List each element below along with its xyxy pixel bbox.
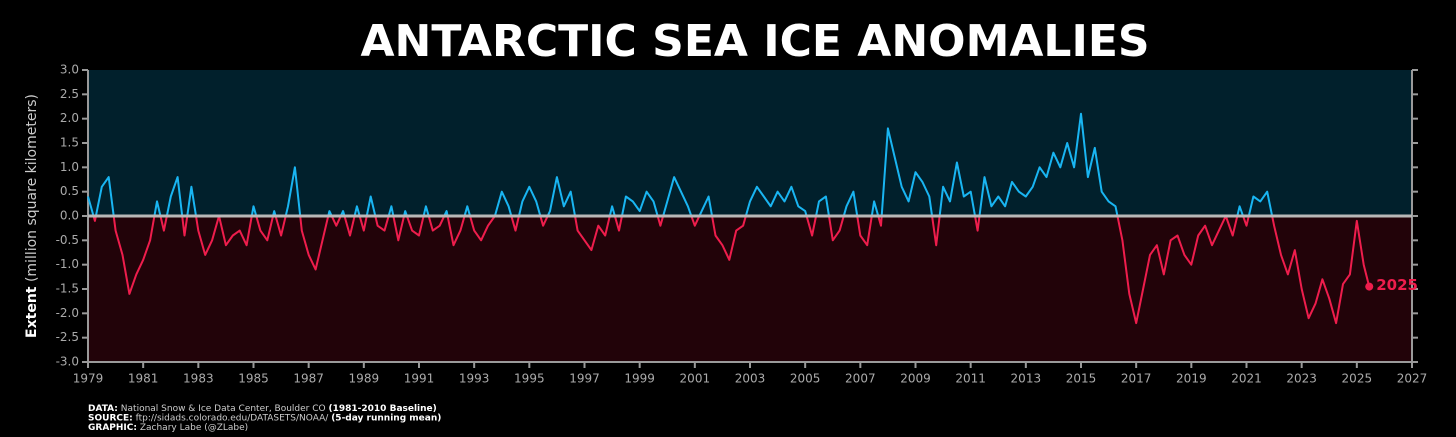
x-tick-label: 1997 [569,372,600,386]
x-tick-label: 2017 [1121,372,1152,386]
chart-title: ANTARCTIC SEA ICE ANOMALIES [360,16,1149,67]
y-label-rest: (million square kilometers) [24,94,40,282]
footer-line: SOURCE: ftp://sidads.colorado.edu/DATASE… [88,413,441,423]
x-tick-label: 2027 [1397,372,1428,386]
x-tick-label: 1989 [349,372,380,386]
footer-bold: DATA: [88,404,118,414]
x-tick-label: 1981 [128,372,159,386]
x-tick-label: 1995 [514,372,545,386]
footer-text: Zachary Labe (@ZLabe) [140,423,248,433]
x-tick-label: 2011 [955,372,986,386]
y-tick-label: 2.5 [60,87,79,101]
x-tick-label: 2009 [900,372,931,386]
y-tick-label: -3.0 [56,355,79,369]
footer-text: National Snow & Ice Data Center, Boulder… [121,404,326,414]
footer-text: ftp://sidads.colorado.edu/DATASETS/NOAA/ [136,413,330,423]
x-tick-label: 2005 [790,372,821,386]
y-label-bold: Extent [24,286,40,338]
y-tick-label: 0.0 [60,209,79,223]
footer-bold: GRAPHIC: [88,423,137,433]
y-tick-label: -2.5 [56,330,79,344]
x-tick-label: 1991 [404,372,435,386]
x-tick-label: 2013 [1011,372,1042,386]
y-tick-label: -0.5 [56,233,79,247]
footer-line: GRAPHIC: Zachary Labe (@ZLabe) [88,423,248,433]
x-tick-label: 1987 [293,372,324,386]
x-tick-label: 2015 [1066,372,1097,386]
y-tick-label: -2.0 [56,306,79,320]
anomaly-line [87,112,1371,325]
y-tick-label: 0.5 [60,184,79,198]
y-tick-label: 3.0 [60,63,79,77]
y-tick-label: -1.5 [56,282,79,296]
last-point [1365,282,1374,291]
footer: DATA: National Snow & Ice Data Center, B… [88,404,441,433]
x-tick-label: 2019 [1176,372,1207,386]
background-above [88,70,1412,216]
footer-bold2: (1981-2010 Baseline) [329,404,437,414]
y-tick-label: -1.0 [56,257,79,271]
x-tick-label: 2007 [845,372,876,386]
y-axis-label: Extent (million square kilometers) [24,94,40,338]
annotation: 2025 [1376,276,1418,294]
x-tick-label: 1979 [73,372,104,386]
y-tick-label: 1.5 [60,136,79,150]
x-tick-label: 1985 [238,372,269,386]
x-tick-label: 1983 [183,372,214,386]
y-tick-label: 2.0 [60,111,79,125]
footer-bold: SOURCE: [88,413,133,423]
background-below [88,216,1412,362]
x-tick-label: 2001 [680,372,711,386]
x-tick-label: 1999 [624,372,655,386]
x-tick-label: 2023 [1286,372,1317,386]
x-tick-label: 2025 [1342,372,1373,386]
y-tick-label: 1.0 [60,160,79,174]
x-tick-label: 2003 [735,372,766,386]
footer-bold2: (5-day running mean) [331,413,441,423]
footer-line: DATA: National Snow & Ice Data Center, B… [88,404,437,414]
x-tick-label: 2021 [1231,372,1262,386]
x-tick-label: 1993 [459,372,490,386]
